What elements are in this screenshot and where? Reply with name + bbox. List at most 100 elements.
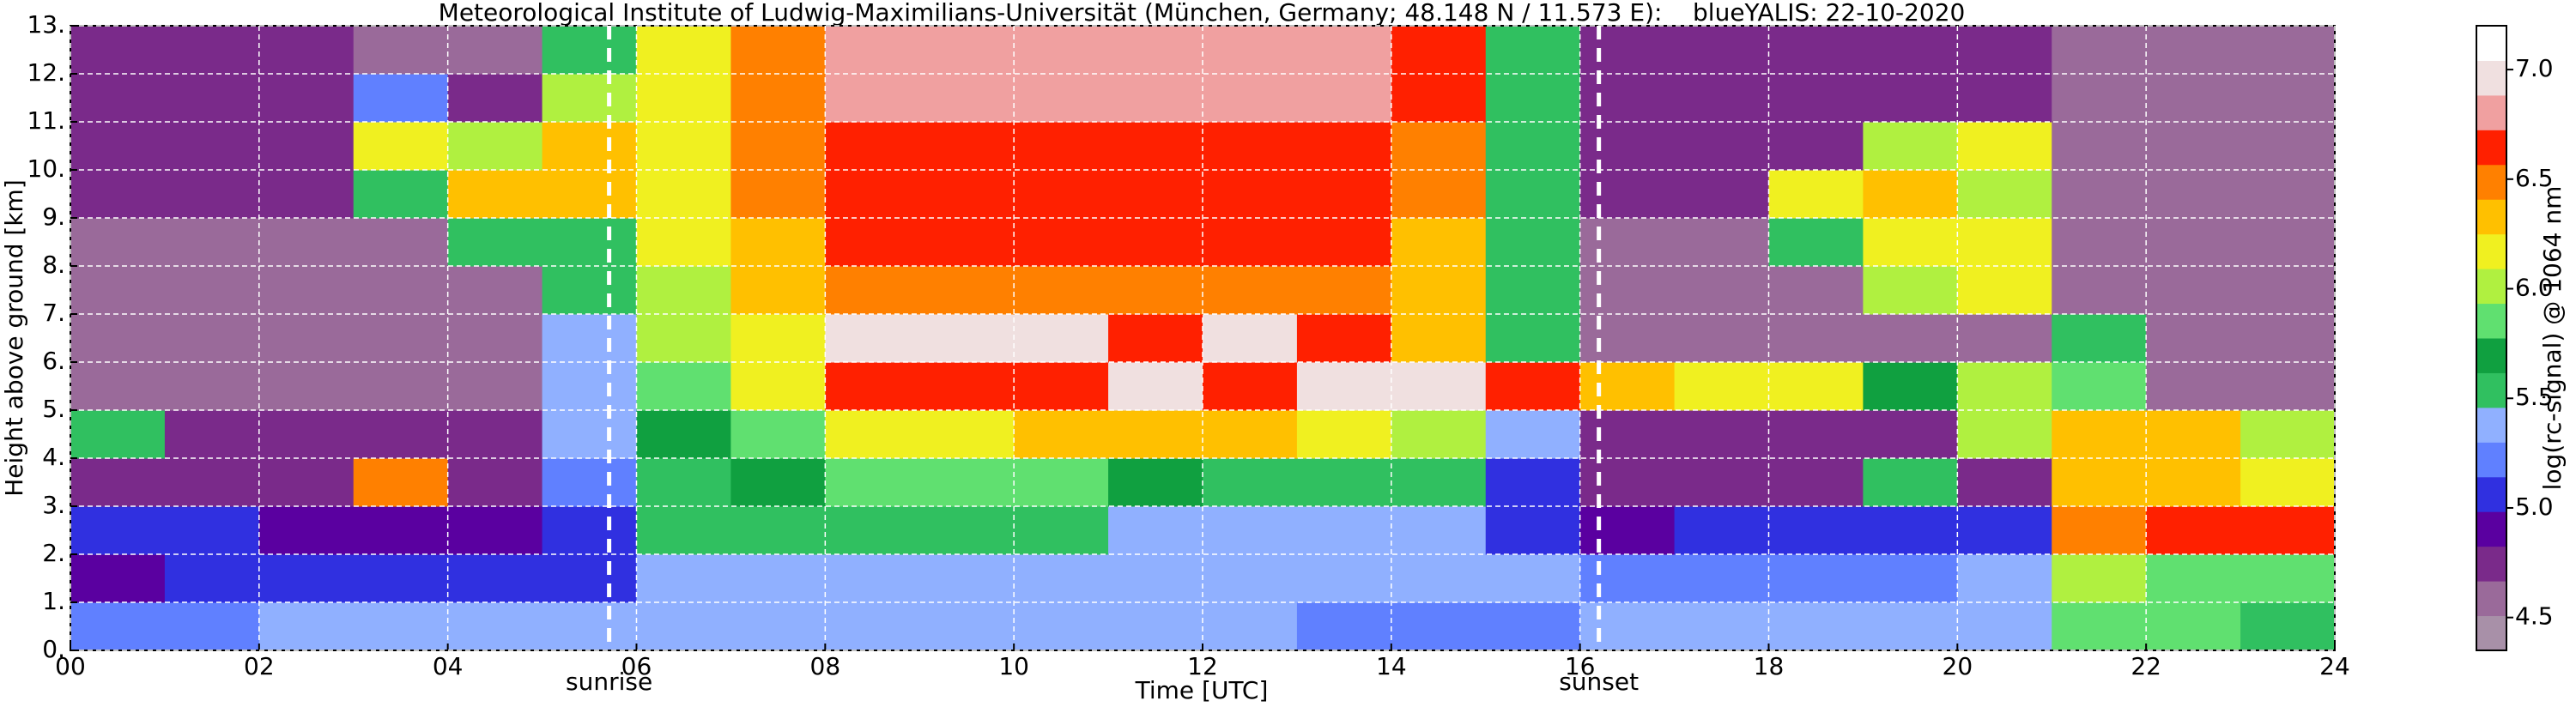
y-tick-label: 8.	[42, 251, 65, 279]
heatmap-cell	[919, 218, 1015, 267]
colorbar-band	[2476, 615, 2506, 651]
heatmap-cell	[258, 218, 355, 267]
heatmap-cell	[1108, 554, 1203, 603]
heatmap-cell	[2052, 122, 2147, 171]
heatmap-cell	[164, 362, 260, 411]
heatmap-cell	[2240, 362, 2336, 411]
colorbar-band	[2476, 546, 2506, 582]
heatmap-cell	[1768, 554, 1864, 603]
heatmap-cell	[2146, 122, 2241, 171]
heatmap-cell	[258, 506, 355, 555]
colorbar-tick-label: 6.0	[2515, 274, 2554, 302]
heatmap-cell	[636, 458, 731, 507]
heatmap-cell	[730, 122, 826, 171]
heatmap-cell	[919, 26, 1015, 75]
heatmap-cell	[825, 458, 920, 507]
heatmap-cell	[2052, 506, 2147, 555]
heatmap-cell	[2146, 170, 2241, 219]
heatmap-cell	[447, 170, 543, 219]
heatmap-cell	[1296, 602, 1392, 651]
heatmap-cell	[447, 362, 543, 411]
heatmap-cell	[1203, 602, 1298, 651]
heatmap-cell	[1674, 218, 1769, 267]
heatmap-cell	[1485, 506, 1581, 555]
heatmap-cell	[1014, 506, 1109, 555]
heatmap-cell	[1391, 602, 1487, 651]
heatmap-cell	[258, 458, 355, 507]
heatmap-cell	[1108, 266, 1203, 315]
heatmap-cell	[1391, 266, 1487, 315]
heatmap-cell	[353, 218, 449, 267]
colorbar-tick-label: 5.0	[2515, 492, 2554, 521]
x-tick-label: 06	[621, 652, 652, 680]
heatmap-cell	[1485, 266, 1581, 315]
colorbar-band	[2476, 94, 2506, 130]
x-tick-label: 18	[1754, 652, 1785, 680]
heatmap-cell	[70, 314, 166, 363]
heatmap-cell	[542, 362, 637, 411]
heatmap-cell	[1108, 218, 1203, 267]
colorbar-band	[2476, 372, 2506, 408]
heatmap-cell	[353, 362, 449, 411]
x-tick-label: 24	[2319, 652, 2350, 680]
heatmap-cell	[1674, 122, 1769, 171]
heatmap-cell	[2146, 26, 2241, 75]
heatmap-cell	[1485, 122, 1581, 171]
heatmap-cell	[1768, 218, 1864, 267]
heatmap-cell	[542, 506, 637, 555]
heatmap-cell	[1485, 410, 1581, 459]
heatmap-cell	[1957, 314, 2052, 363]
heatmap-cell	[825, 74, 920, 123]
heatmap-cell	[1674, 554, 1769, 603]
heatmap-cell	[70, 458, 166, 507]
heatmap-cell	[1674, 266, 1769, 315]
heatmap-cell	[1391, 458, 1487, 507]
heatmap-cell	[2146, 218, 2241, 267]
heatmap-cell	[730, 602, 826, 651]
heatmap-cell	[164, 74, 260, 123]
heatmap-cell	[636, 26, 731, 75]
heatmap-cell	[2052, 362, 2147, 411]
y-tick-label: 7.	[42, 299, 65, 327]
heatmap-cell	[919, 122, 1015, 171]
heatmap-cell	[447, 554, 543, 603]
heatmap-cell	[2052, 554, 2147, 603]
heatmap-cell	[2146, 410, 2241, 459]
heatmap-cell	[825, 362, 920, 411]
heatmap-cell	[2052, 602, 2147, 651]
heatmap-cell	[70, 170, 166, 219]
heatmap-cell	[1863, 554, 1958, 603]
heatmap-cell	[825, 410, 920, 459]
heatmap-cell	[1485, 218, 1581, 267]
heatmap-cell	[1296, 506, 1392, 555]
heatmap-cell	[919, 74, 1015, 123]
heatmap-cell	[1485, 554, 1581, 603]
heatmap-cell	[1957, 74, 2052, 123]
heatmap-cell	[1863, 314, 1958, 363]
heatmap-cell	[2146, 314, 2241, 363]
heatmap-cell	[1863, 458, 1958, 507]
heatmap-cell	[825, 122, 920, 171]
heatmap-cell	[1674, 314, 1769, 363]
heatmap-cell	[825, 602, 920, 651]
heatmap-cell	[2146, 74, 2241, 123]
heatmap-cell	[636, 602, 731, 651]
heatmap-cell	[447, 122, 543, 171]
y-tick-label: 4.	[42, 443, 65, 471]
colorbar-band	[2476, 199, 2506, 235]
heatmap-cell	[1579, 314, 1676, 363]
heatmap-cell	[636, 506, 731, 555]
heatmap-cell	[1674, 26, 1769, 75]
heatmap-cell	[70, 554, 166, 603]
heatmap-cell	[2052, 266, 2147, 315]
heatmap-cell	[1485, 362, 1581, 411]
heatmap-cell	[2146, 266, 2241, 315]
heatmap-cell	[1203, 170, 1298, 219]
heatmap-cell	[1863, 170, 1958, 219]
y-tick-label: 1.	[42, 587, 65, 615]
heatmap-cell	[636, 314, 731, 363]
heatmap-cell	[1296, 362, 1392, 411]
x-tick-label: 14	[1376, 652, 1407, 680]
heatmap-cell	[164, 602, 260, 651]
heatmap-cell	[353, 26, 449, 75]
